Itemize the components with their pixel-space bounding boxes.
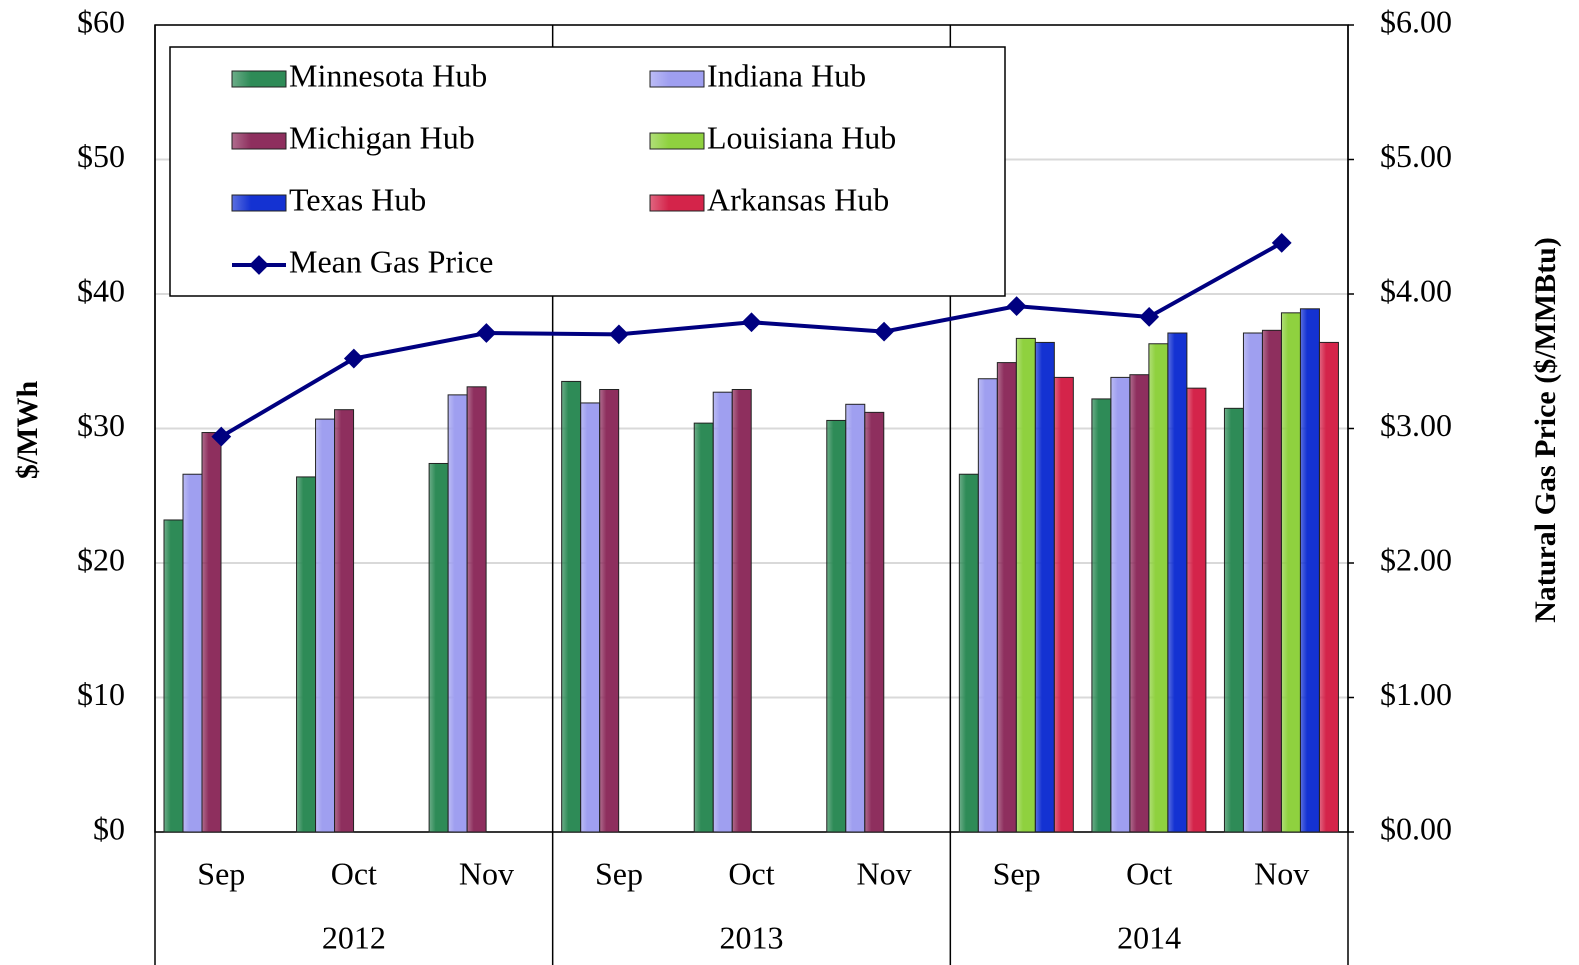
bar	[1242, 332, 1263, 833]
x-tick-label: Oct	[728, 855, 774, 891]
group-label: 2014	[1117, 919, 1181, 955]
marker	[874, 321, 894, 342]
marker	[609, 324, 629, 345]
bar	[1091, 398, 1112, 833]
bar	[1261, 329, 1282, 833]
y2-tick-label: $1.00	[1380, 676, 1452, 712]
legend-swatch	[649, 194, 705, 212]
marker	[1006, 296, 1027, 317]
bar	[466, 386, 487, 833]
legend-label: Mean Gas Price	[289, 243, 493, 279]
y-tick-label: $60	[77, 3, 125, 39]
bar	[334, 409, 355, 833]
legend-swatch	[231, 132, 287, 150]
bar	[826, 419, 847, 833]
y2-tick-label: $0.00	[1380, 810, 1452, 846]
marker	[476, 323, 497, 343]
y-tick-label: $20	[77, 541, 125, 577]
marker	[741, 312, 762, 333]
bar	[599, 388, 620, 833]
bar	[977, 378, 998, 833]
legend-swatch	[231, 70, 287, 88]
group-label: 2012	[322, 919, 386, 955]
legend-label: Indiana Hub	[707, 57, 866, 93]
bar	[864, 411, 885, 833]
y2-axis-title: Natural Gas Price ($/MMBtu)	[1529, 237, 1562, 623]
legend-swatch	[649, 132, 705, 150]
bar	[1110, 376, 1131, 833]
bar	[1280, 312, 1301, 833]
bar	[1148, 343, 1169, 833]
legend-label: Arkansas Hub	[707, 181, 889, 217]
bar	[163, 519, 184, 833]
bar	[315, 418, 336, 833]
marker	[211, 426, 232, 447]
bar	[447, 394, 468, 833]
x-tick-label: Sep	[197, 855, 245, 891]
bar	[1186, 387, 1207, 833]
bar	[693, 422, 714, 833]
bar	[1167, 332, 1188, 833]
bar	[201, 432, 222, 833]
legend-swatch	[649, 70, 705, 88]
x-tick-label: Nov	[857, 855, 912, 891]
bar	[1318, 341, 1339, 833]
bar	[296, 476, 317, 833]
bar	[182, 473, 203, 833]
bar	[1223, 407, 1244, 833]
marker	[1271, 232, 1292, 253]
bar	[731, 388, 752, 833]
x-tick-label: Oct	[1126, 855, 1172, 891]
bar	[1129, 374, 1150, 833]
x-tick-label: Oct	[331, 855, 377, 891]
y2-tick-label: $4.00	[1380, 272, 1452, 308]
bar	[428, 462, 449, 833]
bar	[958, 473, 979, 833]
bar	[712, 391, 733, 833]
y-tick-label: $0	[93, 810, 125, 846]
y-tick-label: $30	[77, 407, 125, 443]
legend-box	[169, 46, 1006, 297]
group-label: 2013	[720, 919, 784, 955]
bar	[561, 380, 582, 833]
bar	[580, 402, 601, 833]
bar	[845, 403, 866, 833]
bar	[1034, 341, 1055, 833]
y-tick-label: $50	[77, 138, 125, 174]
y-tick-label: $10	[77, 676, 125, 712]
x-tick-label: Sep	[595, 855, 643, 891]
legend-label: Louisiana Hub	[707, 119, 896, 155]
bar	[1299, 308, 1320, 833]
x-tick-label: Nov	[459, 855, 514, 891]
legend-swatch	[231, 194, 287, 212]
y2-tick-label: $6.00	[1380, 3, 1452, 39]
bar	[1053, 376, 1074, 833]
y-axis-title: $/MWh	[11, 381, 44, 480]
y2-tick-label: $3.00	[1380, 407, 1452, 443]
marker	[1139, 306, 1160, 327]
bar	[996, 362, 1017, 833]
legend-label: Minnesota Hub	[289, 57, 487, 93]
x-tick-label: Sep	[993, 855, 1041, 891]
bar	[1015, 337, 1036, 833]
marker	[343, 348, 364, 369]
legend-swatch	[249, 255, 269, 275]
legend-label: Texas Hub	[289, 181, 426, 217]
y-tick-label: $40	[77, 272, 125, 308]
y2-tick-label: $5.00	[1380, 138, 1452, 174]
y2-tick-label: $2.00	[1380, 541, 1452, 577]
x-tick-label: Nov	[1254, 855, 1309, 891]
legend-label: Michigan Hub	[289, 119, 475, 155]
